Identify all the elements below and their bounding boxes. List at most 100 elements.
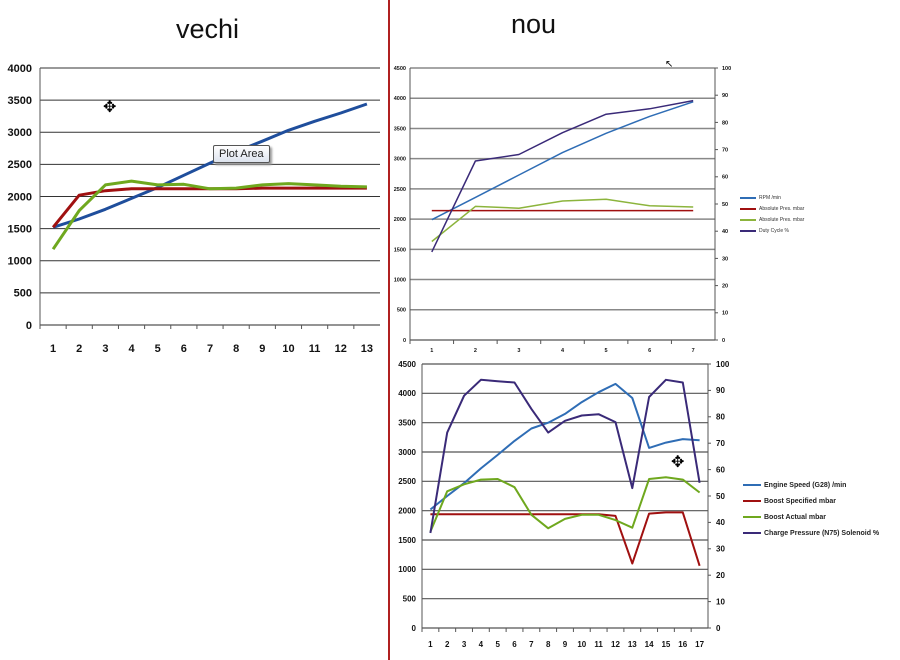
y2-tick-label: 60 — [716, 465, 725, 474]
y-tick-label: 3500 — [8, 95, 32, 107]
x-tick-label: 6 — [648, 348, 651, 354]
y-tick-label: 0 — [26, 320, 32, 332]
y-tick-label: 2000 — [8, 191, 32, 203]
x-tick-label: 2 — [76, 343, 82, 355]
y-tick-label: 2500 — [398, 477, 416, 486]
legend-item: Engine Speed (G28) /min — [743, 477, 879, 493]
legend-swatch — [740, 196, 756, 199]
legend-swatch — [743, 500, 761, 502]
series-line-nou-bottom-3 — [429, 378, 701, 534]
y-tick-label: 0 — [403, 338, 406, 344]
divider — [388, 0, 390, 660]
series-line-nou-bottom-1 — [430, 511, 701, 567]
y2-tick-label: 70 — [716, 439, 725, 448]
x-tick-label: 2 — [445, 640, 450, 649]
x-tick-label: 16 — [678, 640, 687, 649]
legend-swatch — [740, 207, 756, 210]
y-tick-label: 4000 — [394, 96, 406, 102]
legend-item: Absolute Pres. mbar — [740, 203, 804, 214]
x-tick-label: 9 — [259, 343, 265, 355]
legend-swatch — [740, 229, 756, 232]
legend-label: Absolute Pres. mbar — [759, 216, 805, 223]
legend-label: Boost Specified mbar — [764, 497, 836, 505]
x-tick-label: 8 — [233, 343, 239, 355]
series-line-vechi-0 — [52, 102, 368, 229]
legend-swatch — [743, 484, 761, 486]
y2-tick-label: 0 — [716, 624, 721, 633]
y2-tick-label: 100 — [722, 66, 731, 72]
series-line-nou-top-0 — [431, 101, 694, 221]
y2-tick-label: 10 — [722, 311, 728, 317]
legend-swatch — [740, 218, 756, 221]
chart-title-old: vechi — [176, 14, 240, 44]
legend-item: Boost Specified mbar — [743, 493, 879, 509]
y-tick-label: 500 — [14, 288, 32, 300]
y-tick-label: 0 — [412, 624, 417, 633]
x-tick-label: 3 — [517, 348, 520, 354]
x-tick-label: 10 — [282, 343, 294, 355]
series-line-nou-bottom-0 — [429, 382, 700, 511]
plot-area-tooltip: Plot Area — [213, 145, 270, 163]
y-tick-label: 2000 — [398, 506, 416, 515]
series-line-nou-top-2 — [431, 198, 694, 243]
series-line-vechi-2 — [51, 179, 367, 251]
y-tick-label: 3000 — [394, 157, 406, 163]
x-tick-label: 1 — [430, 348, 433, 354]
y-tick-label: 3000 — [8, 127, 32, 139]
legend-swatch — [743, 532, 761, 534]
series-line-nou-bottom-2 — [429, 476, 701, 533]
x-tick-label: 17 — [695, 640, 704, 649]
y2-tick-label: 20 — [722, 284, 728, 290]
y2-tick-label: 50 — [722, 202, 728, 208]
y-tick-label: 4500 — [398, 360, 416, 369]
y-tick-label: 1000 — [394, 277, 406, 283]
x-tick-label: 3 — [462, 640, 467, 649]
y-tick-label: 1500 — [394, 247, 406, 253]
legend-swatch — [743, 516, 761, 518]
legend-label: Boost Actual mbar — [764, 513, 826, 521]
x-tick-label: 6 — [181, 343, 187, 355]
y-tick-label: 4000 — [398, 389, 416, 398]
x-tick-label: 7 — [529, 640, 534, 649]
x-tick-label: 13 — [361, 343, 373, 355]
y-tick-label: 1000 — [398, 565, 416, 574]
y-tick-label: 2500 — [8, 159, 32, 171]
legend-label: Absolute Pres. mbar — [759, 205, 805, 212]
x-tick-label: 13 — [628, 640, 637, 649]
x-tick-label: 6 — [512, 640, 517, 649]
legend-item: Boost Actual mbar — [743, 509, 879, 525]
y-tick-label: 3000 — [398, 448, 416, 457]
x-tick-label: 8 — [546, 640, 551, 649]
legend-label: Charge Pressure (N75) Solenoid % — [764, 529, 880, 537]
x-tick-label: 4 — [479, 640, 484, 649]
legend-item: Absolute Pres. mbar — [740, 214, 804, 225]
y-tick-label: 2000 — [394, 217, 406, 223]
move-cursor-icon: ✥ — [103, 99, 117, 116]
y2-tick-label: 80 — [722, 120, 728, 126]
y2-tick-label: 80 — [716, 413, 725, 422]
x-tick-label: 9 — [563, 640, 568, 649]
x-tick-label: 12 — [611, 640, 620, 649]
y2-tick-label: 100 — [716, 360, 730, 369]
y-tick-label: 4500 — [394, 66, 406, 72]
move-cursor-icon: ✥ — [671, 454, 685, 471]
x-tick-label: 4 — [128, 343, 135, 355]
legend-item: RPM /min — [740, 192, 804, 203]
legend-label: Engine Speed (G28) /min — [764, 481, 847, 489]
y2-tick-label: 70 — [722, 148, 728, 154]
y-tick-label: 3500 — [398, 418, 416, 427]
series-line-vechi-1 — [51, 186, 367, 229]
y2-tick-label: 90 — [716, 386, 725, 395]
x-tick-label: 7 — [207, 343, 213, 355]
cursor-icon: ↖ — [665, 59, 674, 70]
legend-item: Duty Cycle % — [740, 225, 804, 236]
legend-label: Duty Cycle % — [759, 227, 790, 234]
x-tick-label: 3 — [102, 343, 108, 355]
x-tick-label: 11 — [309, 343, 321, 355]
y-tick-label: 1500 — [8, 223, 32, 235]
y2-tick-label: 30 — [722, 256, 728, 262]
x-tick-label: 5 — [155, 343, 161, 355]
y2-tick-label: 10 — [716, 597, 725, 606]
y-tick-label: 500 — [403, 594, 417, 603]
y-tick-label: 500 — [397, 308, 406, 314]
